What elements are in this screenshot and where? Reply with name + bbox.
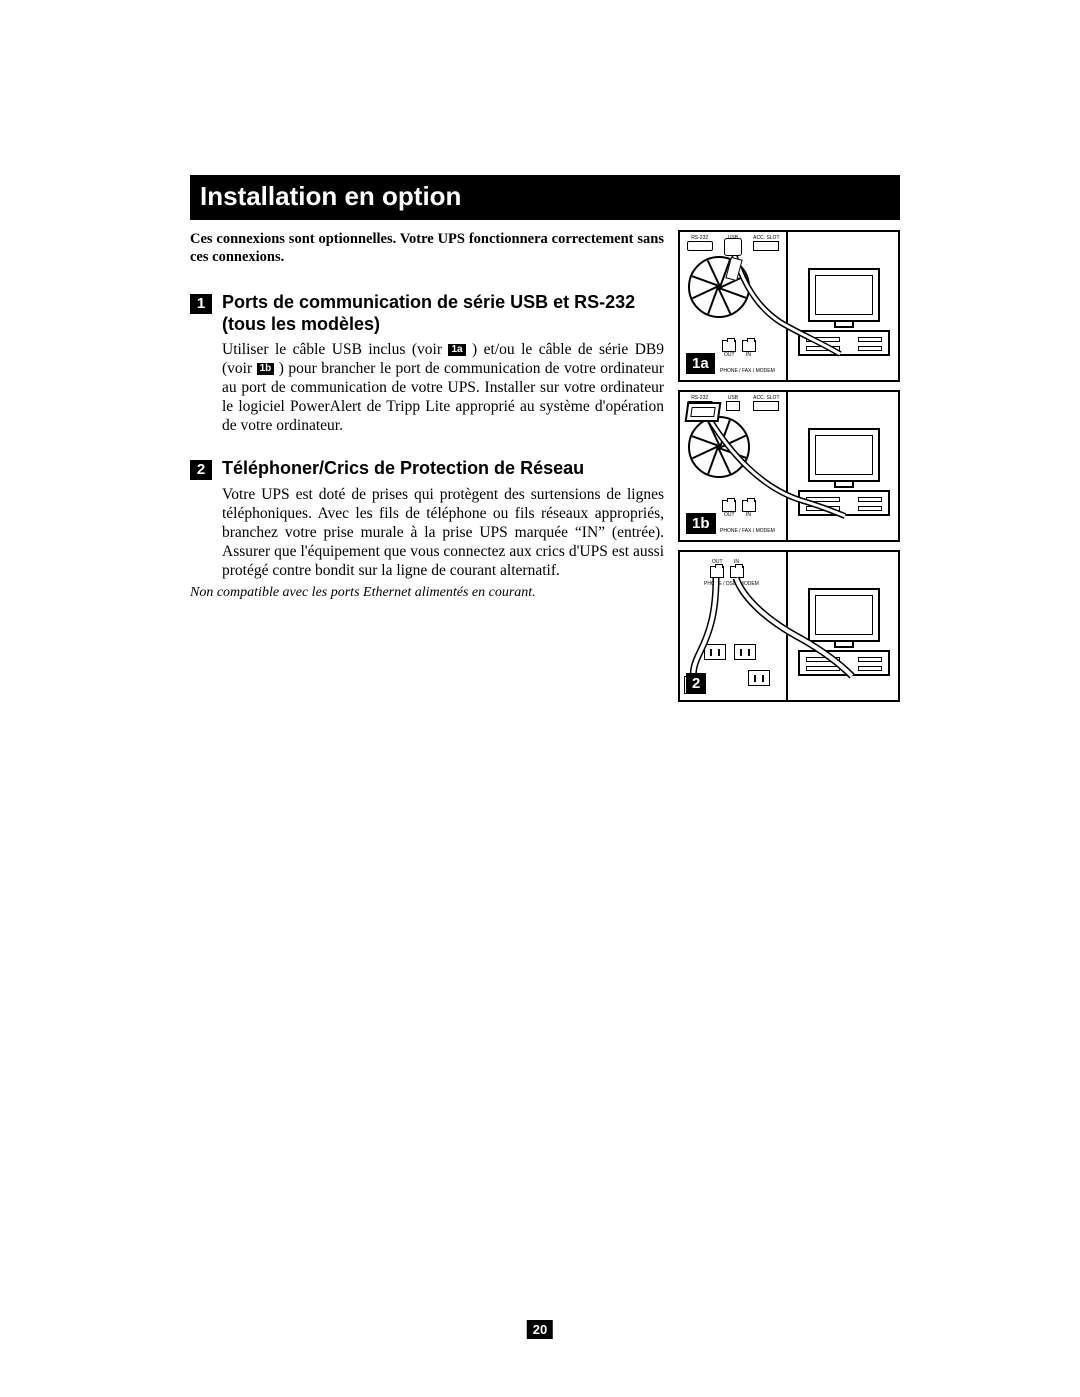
figure-1a-label: 1a xyxy=(686,353,715,374)
section-1-body-pre: Utiliser le câble USB inclus (voir xyxy=(222,341,448,358)
section-2: 2 Téléphoner/Crics de Protection de Rése… xyxy=(190,458,664,601)
phone-cables-icon xyxy=(680,552,900,702)
ref-badge-1a: 1a xyxy=(448,344,465,356)
section-2-note: Non compatible avec les ports Ethernet a… xyxy=(190,585,664,601)
section-2-body: Votre UPS est doté de prises qui protège… xyxy=(222,486,664,581)
figure-column: RS-232 USB ACC. SLOT xyxy=(678,230,900,702)
figure-1a: RS-232 USB ACC. SLOT xyxy=(678,230,900,382)
text-column: Ces connexions sont optionnelles. Votre … xyxy=(190,230,664,702)
section-2-title: Téléphoner/Crics de Protection de Réseau xyxy=(222,458,584,480)
intro-text: Ces connexions sont optionnelles. Votre … xyxy=(190,230,664,266)
section-1-header: 1 Ports de communication de série USB et… xyxy=(190,292,664,335)
section-1-body: Utiliser le câble USB inclus (voir 1a ) … xyxy=(222,341,664,436)
figure-1b: RS-232 USB ACC. SLOT xyxy=(678,390,900,542)
section-1-number: 1 xyxy=(190,294,212,314)
page-title: Installation en option xyxy=(200,181,461,211)
section-1-title: Ports de communication de série USB et R… xyxy=(222,292,664,335)
section-1: 1 Ports de communication de série USB et… xyxy=(190,292,664,436)
section-2-number: 2 xyxy=(190,460,212,480)
section-2-header: 2 Téléphoner/Crics de Protection de Rése… xyxy=(190,458,664,480)
section-1-body-post: ) pour brancher le port de communication… xyxy=(222,360,664,434)
figure-2-label: 2 xyxy=(686,673,706,694)
page-number: 20 xyxy=(527,1320,553,1339)
manual-page: Installation en option Ces connexions so… xyxy=(0,0,1080,1397)
ref-badge-1b: 1b xyxy=(257,363,275,375)
figure-2: OUT IN PHONE / DSL / MODEM xyxy=(678,550,900,702)
figure-1b-label: 1b xyxy=(686,513,716,534)
content-row: Ces connexions sont optionnelles. Votre … xyxy=(190,230,900,702)
page-title-bar: Installation en option xyxy=(190,175,900,220)
